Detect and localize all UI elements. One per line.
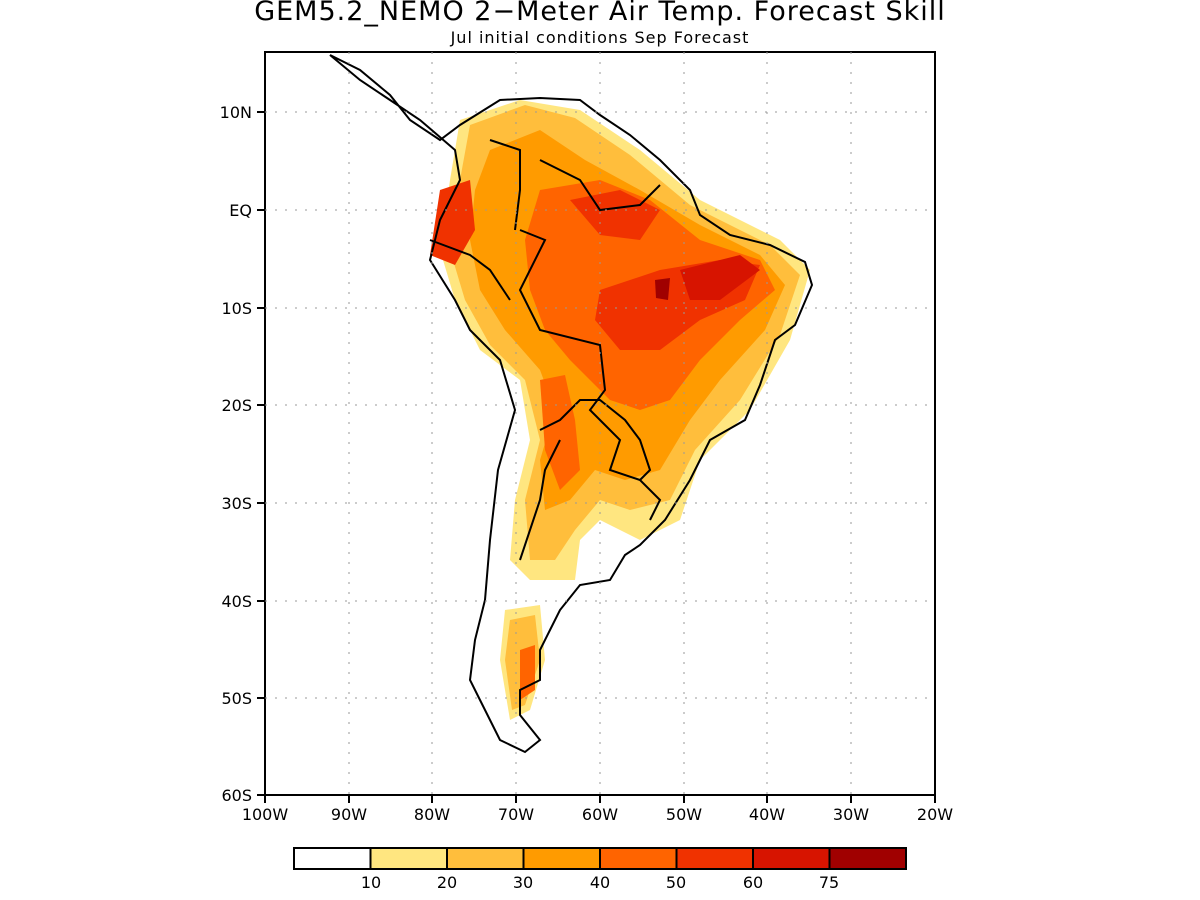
lat-labels: 10N EQ 10S 20S 30S 40S 50S 60S xyxy=(220,103,252,805)
colorbar xyxy=(293,847,907,870)
lon-label: 40W xyxy=(749,805,785,824)
lat-label: 60S xyxy=(221,786,252,805)
lon-label: 60W xyxy=(582,805,618,824)
colorbar-label: 10 xyxy=(361,873,381,892)
lat-label: EQ xyxy=(229,201,252,220)
lon-label: 20W xyxy=(917,805,953,824)
lon-label: 90W xyxy=(331,805,367,824)
lat-label: 50S xyxy=(221,689,252,708)
map-title: GEM5.2_NEMO 2−Meter Air Temp. Forecast S… xyxy=(254,0,946,27)
lon-label: 80W xyxy=(414,805,450,824)
coastlines xyxy=(329,54,814,754)
lon-label: 50W xyxy=(666,805,702,824)
colorbar-label: 50 xyxy=(666,873,686,892)
colorbar-swatch xyxy=(293,847,372,870)
colorbar-label: 30 xyxy=(513,873,533,892)
map-subtitle: Jul initial conditions Sep Forecast xyxy=(450,28,750,47)
colorbar-label: 40 xyxy=(590,873,610,892)
colorbar-swatch xyxy=(828,847,907,870)
colorbar-swatch xyxy=(752,847,831,870)
lon-label: 70W xyxy=(498,805,534,824)
lat-label: 10N xyxy=(220,103,252,122)
colorbar-swatch xyxy=(446,847,525,870)
colorbar-label: 75 xyxy=(819,873,839,892)
lat-label: 30S xyxy=(221,494,252,513)
colorbar-labels: 10 20 30 40 50 60 75 xyxy=(361,873,839,892)
lat-label: 20S xyxy=(221,396,252,415)
lon-label: 30W xyxy=(833,805,869,824)
colorbar-swatch xyxy=(599,847,678,870)
colorbar-label: 60 xyxy=(743,873,763,892)
colorbar-swatch xyxy=(369,847,448,870)
lon-label: 100W xyxy=(242,805,289,824)
colorbar-label: 20 xyxy=(437,873,457,892)
skill-shading xyxy=(430,100,810,720)
lat-label: 10S xyxy=(221,299,252,318)
lat-label: 40S xyxy=(221,592,252,611)
lon-labels: 100W 90W 80W 70W 60W 50W 40W 30W 20W xyxy=(242,805,953,824)
colorbar-swatch xyxy=(675,847,754,870)
map-frame xyxy=(257,51,936,803)
colorbar-swatch xyxy=(522,847,601,870)
